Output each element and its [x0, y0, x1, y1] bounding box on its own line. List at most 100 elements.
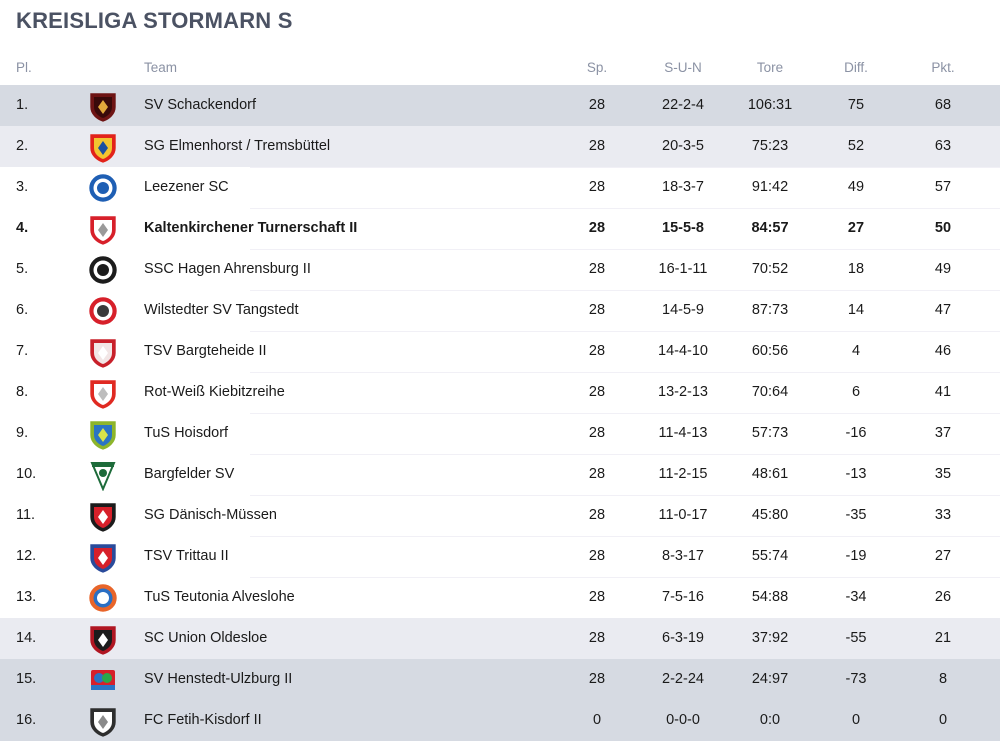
row-goal-difference: 6	[851, 384, 861, 400]
row-divider	[250, 536, 1000, 537]
row-rank: 6.	[16, 302, 29, 318]
row-team-name[interactable]: TSV Trittau II	[144, 548, 229, 564]
row-points: 27	[934, 548, 952, 564]
row-wdl: 7-5-16	[662, 589, 704, 605]
row-goals: 70:64	[751, 384, 789, 400]
row-divider	[250, 208, 1000, 209]
row-goals: 57:73	[751, 425, 789, 441]
row-goals: 70:52	[751, 261, 789, 277]
row-matches: 28	[588, 97, 606, 113]
row-matches: 28	[588, 671, 606, 687]
row-team-name[interactable]: SG Elmenhorst / Tremsbüttel	[144, 138, 331, 154]
row-divider	[250, 331, 1000, 332]
row-team-name[interactable]: TuS Teutonia Alveslohe	[144, 589, 295, 605]
row-goals: 24:97	[751, 671, 789, 687]
row-team-name[interactable]: Wilstedter SV Tangstedt	[144, 302, 299, 318]
row-goals: 106:31	[747, 97, 793, 113]
table-row[interactable]: 14. SC Union Oldesloe 28 6-3-19 37:92 -55 21	[0, 618, 1000, 659]
row-wdl: 13-2-13	[658, 384, 708, 400]
row-goal-difference: -19	[845, 548, 867, 564]
team-logo-cell	[82, 413, 124, 454]
row-team-name[interactable]: TuS Hoisdorf	[144, 425, 229, 441]
row-team-name[interactable]: TSV Bargteheide II	[144, 343, 267, 359]
row-team-name[interactable]: Rot-Weiß Kiebitzreihe	[144, 384, 285, 400]
row-matches: 28	[588, 630, 606, 646]
row-team-name[interactable]: SV Henstedt-Ulzburg II	[144, 671, 293, 687]
team-logo-cell	[82, 167, 124, 208]
row-points: 50	[934, 220, 952, 236]
row-wdl: 18-3-7	[662, 179, 704, 195]
row-goals: 0:0	[759, 712, 781, 728]
rot-weiss-kiebitzreihe-crest-icon	[88, 377, 118, 409]
row-goals: 37:92	[751, 630, 789, 646]
table-row[interactable]: 4. Kaltenkirchener Turnerschaft II 28 15-5-…	[0, 208, 1000, 249]
table-row[interactable]: 9. TuS Hoisdorf 28 11-4-13 57:73 -16 37	[0, 413, 1000, 454]
row-rank: 12.	[16, 548, 37, 564]
tsv-trittau-crest-icon	[88, 541, 118, 573]
row-goals: 45:80	[751, 507, 789, 523]
row-team-name[interactable]: Bargfelder SV	[144, 466, 235, 482]
row-rank: 15.	[16, 671, 37, 687]
row-wdl: 15-5-8	[662, 220, 704, 236]
row-points: 47	[934, 302, 952, 318]
team-logo-cell	[82, 372, 124, 413]
table-row[interactable]: 13. TuS Teutonia Alveslohe 28 7-5-16 54:88 -3…	[0, 577, 1000, 618]
row-wdl: 11-4-13	[658, 425, 708, 441]
row-goal-difference: -16	[845, 425, 867, 441]
row-wdl: 22-2-4	[662, 97, 704, 113]
table-row[interactable]: 1. SV Schackendorf 28 22-2-4 106:31 75 68	[0, 85, 1000, 126]
row-rank: 14.	[16, 630, 37, 646]
row-matches: 28	[588, 507, 606, 523]
row-points: 57	[934, 179, 952, 195]
column-header-team: Team	[144, 60, 178, 75]
wilstedter-sv-tangstedt-crest-icon	[88, 295, 118, 327]
table-row[interactable]: 2. SG Elmenhorst / Tremsbüttel 28 20-3-5 75:…	[0, 126, 1000, 167]
row-matches: 28	[588, 548, 606, 564]
table-row[interactable]: 10. Bargfelder SV 28 11-2-15 48:61 -13 35	[0, 454, 1000, 495]
row-divider	[250, 249, 1000, 250]
row-matches: 28	[588, 384, 606, 400]
row-goal-difference: -35	[845, 507, 867, 523]
row-team-name[interactable]: SC Union Oldesloe	[144, 630, 268, 646]
table-header-row: Pl. Team Sp. S-U-N Tore Diff. Pkt.	[0, 44, 1000, 85]
table-row[interactable]: 11. SG Dänisch-Müssen 28 11-0-17 45:80 -35 33	[0, 495, 1000, 536]
row-team-name[interactable]: SSC Hagen Ahrensburg II	[144, 261, 311, 277]
row-rank: 7.	[16, 343, 29, 359]
team-logo-cell	[82, 659, 124, 700]
table-row[interactable]: 8. Rot-Weiß Kiebitzreihe 28 13-2-13 70:64 6 41	[0, 372, 1000, 413]
team-logo-cell	[82, 618, 124, 659]
table-row[interactable]: 15. SV Henstedt-Ulzburg II 28 2-2-24 24:97 -7…	[0, 659, 1000, 700]
row-goals: 48:61	[751, 466, 789, 482]
row-divider	[250, 372, 1000, 373]
row-points: 35	[934, 466, 952, 482]
table-row[interactable]: 6. Wilstedter SV Tangstedt 28 14-5-9 87:73 14…	[0, 290, 1000, 331]
column-header-points: Pkt.	[931, 60, 955, 75]
ssc-hagen-ahrensburg-crest-icon	[88, 254, 118, 286]
team-logo-cell	[82, 495, 124, 536]
row-rank: 3.	[16, 179, 29, 195]
row-wdl: 14-5-9	[662, 302, 704, 318]
row-rank: 1.	[16, 97, 29, 113]
row-rank: 4.	[16, 220, 29, 236]
row-points: 26	[934, 589, 952, 605]
table-row[interactable]: 3. Leezener SC 28 18-3-7 91:42 49 57	[0, 167, 1000, 208]
sv-schackendorf-crest-icon	[88, 90, 118, 122]
table-row[interactable]: 7. TSV Bargteheide II 28 14-4-10 60:56 4 46	[0, 331, 1000, 372]
row-matches: 28	[588, 425, 606, 441]
row-team-name[interactable]: Leezener SC	[144, 179, 229, 195]
table-row[interactable]: 16. FC Fetih-Kisdorf II 0 0-0-0 0:0 0 0	[0, 700, 1000, 741]
row-team-name[interactable]: Kaltenkirchener Turnerschaft II	[144, 220, 358, 236]
row-divider	[250, 167, 1000, 168]
table-row[interactable]: 5. SSC Hagen Ahrensburg II 28 16-1-11 70:52 1…	[0, 249, 1000, 290]
row-divider	[250, 290, 1000, 291]
table-row[interactable]: 12. TSV Trittau II 28 8-3-17 55:74 -19 27	[0, 536, 1000, 577]
team-logo-cell	[82, 126, 124, 167]
row-points: 33	[934, 507, 952, 523]
row-wdl: 16-1-11	[658, 261, 708, 277]
row-team-name[interactable]: FC Fetih-Kisdorf II	[144, 712, 262, 728]
row-team-name[interactable]: SG Dänisch-Müssen	[144, 507, 277, 523]
sg-elmenhorst-tremsbuettel-crest-icon	[88, 131, 118, 163]
team-logo-cell	[82, 208, 124, 249]
row-team-name[interactable]: SV Schackendorf	[144, 97, 257, 113]
row-points: 21	[934, 630, 952, 646]
